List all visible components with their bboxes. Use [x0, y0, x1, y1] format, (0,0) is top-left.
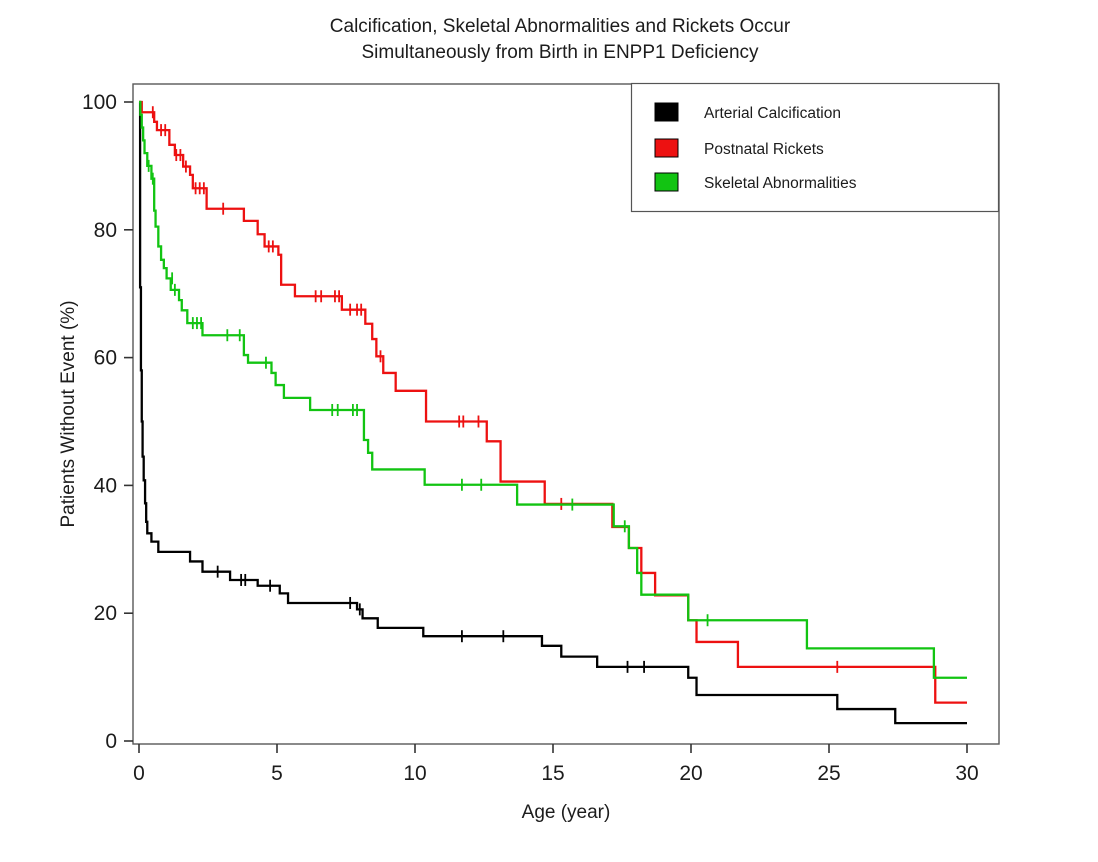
y-tick-label: 60 [94, 347, 117, 370]
legend-label-skeletal-abnormalities: Skeletal Abnormalities [704, 175, 857, 192]
x-tick-label: 0 [133, 762, 145, 785]
chart-title-line-1: Calcification, Skeletal Abnormalities an… [330, 16, 791, 37]
x-tick-label: 5 [271, 762, 283, 785]
y-tick-label: 80 [94, 219, 117, 242]
chart-title-line-2: Simultaneously from Birth in ENPP1 Defic… [361, 42, 759, 63]
series-postnatal-rickets [139, 100, 967, 704]
x-axis-label: Age (year) [522, 802, 611, 823]
y-tick-label: 100 [82, 91, 117, 114]
postnatal-rickets-curve [139, 100, 967, 704]
legend-box [630, 82, 1000, 213]
legend-swatch-red-icon [654, 138, 679, 158]
x-tick-label: 15 [541, 762, 564, 785]
arterial-calcification-curve [138, 100, 967, 725]
y-axis-label: Patients Without Event (%) [58, 300, 79, 527]
x-tick-label: 30 [955, 762, 978, 785]
legend-item-skeletal-abnormalities: Skeletal Abnormalities [654, 172, 857, 192]
legend: Arterial Calcification Postnatal Rickets… [630, 82, 1000, 213]
y-tick-label: 20 [94, 602, 117, 625]
series-skeletal-abnormalities [139, 100, 967, 679]
survival-curves [138, 100, 967, 725]
legend-label-postnatal-rickets: Postnatal Rickets [704, 141, 824, 158]
legend-swatch-black-icon [654, 102, 679, 122]
plot-frame [132, 83, 1000, 745]
legend-item-arterial-calcification: Arterial Calcification [654, 102, 841, 122]
x-tick-label: 25 [817, 762, 840, 785]
legend-swatch-green-icon [654, 172, 679, 192]
y-tick-label: 40 [94, 474, 117, 497]
legend-item-postnatal-rickets: Postnatal Rickets [654, 138, 824, 158]
skeletal-abnormalities-curve [139, 100, 967, 679]
legend-label-arterial-calcification: Arterial Calcification [704, 105, 841, 122]
x-tick-label: 10 [403, 762, 426, 785]
y-axis-ticks: 0 20 40 60 80 100 [82, 91, 133, 753]
x-tick-label: 20 [679, 762, 702, 785]
y-tick-label: 0 [105, 730, 117, 753]
x-axis-ticks: 0 5 10 15 20 25 30 [133, 744, 979, 785]
series-arterial-calcification [138, 100, 967, 725]
